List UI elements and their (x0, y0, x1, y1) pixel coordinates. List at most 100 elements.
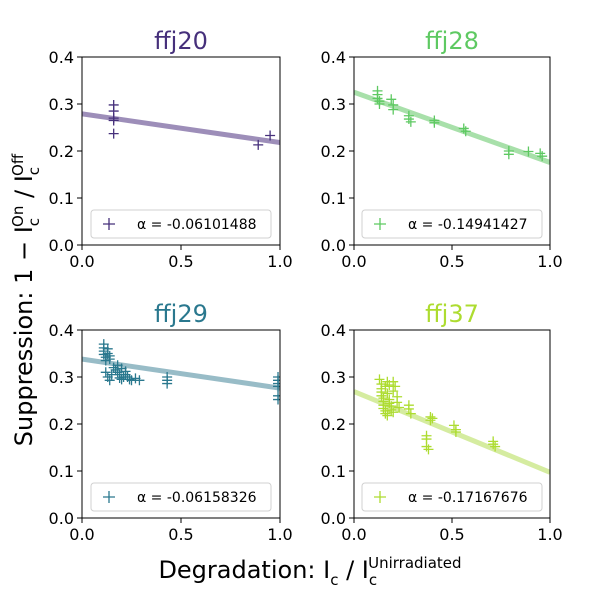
data-point (448, 420, 459, 431)
y-tick-label: 0.3 (321, 95, 346, 114)
data-point (120, 366, 131, 377)
y-tick-label: 0.3 (321, 368, 346, 387)
data-point (380, 408, 391, 419)
data-point (394, 402, 405, 413)
panel-ffj37: ffj37 0.0 0.5 1.0 0.0 0.1 0.2 0.3 0.4 α = -0.1716… (321, 300, 563, 544)
y-tick-label: 0.3 (49, 368, 74, 387)
panel-title: ffj20 (154, 27, 208, 55)
y-axis-label: Suppression: 1 − IcOn / IcOff (9, 153, 43, 446)
fit-line (82, 356, 280, 391)
x-axis-label: Degradation: Ic / IcUnirradiated (158, 554, 461, 589)
data-point (490, 441, 501, 452)
legend-marker (103, 218, 115, 230)
data-point (162, 378, 173, 389)
legend-label: α = -0.06158326 (137, 490, 257, 506)
y-tick-label: 0.0 (49, 509, 74, 528)
panel-title: ffj37 (425, 300, 479, 328)
data-point (265, 130, 276, 141)
data-point (388, 407, 399, 418)
data-point (386, 404, 397, 415)
data-point (376, 390, 387, 401)
x-tick-label: 1.0 (537, 525, 562, 544)
x-tick-label: 1.0 (537, 252, 562, 271)
data-point (503, 149, 514, 160)
y-tick-label: 0.4 (321, 48, 346, 67)
data-point (253, 139, 264, 150)
y-tick-label: 0.0 (321, 236, 346, 255)
data-point (382, 388, 393, 399)
data-point (378, 403, 389, 414)
data-point (374, 374, 385, 385)
legend-marker (374, 491, 386, 503)
data-point (405, 408, 416, 419)
legend: α = -0.17167676 (361, 482, 543, 512)
data-point (488, 439, 499, 450)
data-point (104, 354, 115, 365)
legend-marker (103, 491, 115, 503)
legend: α = -0.14941427 (361, 209, 543, 239)
data-point (134, 375, 145, 386)
y-tick-label: 0.3 (49, 95, 74, 114)
legend: α = -0.06101488 (90, 209, 272, 239)
plot-frame (81, 329, 281, 519)
y-tick-label: 0.4 (321, 321, 346, 340)
data-point (421, 441, 432, 452)
panel-title: ffj29 (154, 300, 208, 328)
x-tick-label: 0.5 (168, 525, 193, 544)
data-point (273, 381, 280, 392)
x-tick-label: 0.0 (341, 525, 366, 544)
data-point (403, 403, 414, 414)
data-point (450, 426, 461, 437)
x-tick-label: 0.5 (168, 252, 193, 271)
y-tick-label: 0.2 (321, 142, 346, 161)
y-tick-label: 0.2 (49, 415, 74, 434)
data-point (108, 115, 119, 126)
data-point (523, 146, 534, 157)
legend: α = -0.06158326 (90, 482, 272, 512)
data-point (108, 128, 119, 139)
panel-title: ffj28 (425, 27, 479, 55)
fit-line (354, 89, 550, 165)
data-point (388, 376, 399, 387)
legend-box (361, 482, 543, 512)
x-tick-label: 0.5 (439, 252, 464, 271)
panel-ffj20: ffj20 0.0 0.5 1.0 0.0 0.1 0.2 0.3 0.4 α = -0.0610… (49, 27, 293, 271)
y-tick-label: 0.0 (49, 236, 74, 255)
data-point (388, 104, 399, 115)
y-tick-label: 0.1 (321, 462, 346, 481)
panel-ffj29: ffj29 0.0 0.5 1.0 0.0 0.1 0.2 0.3 0.4 α = -0.0615… (49, 300, 293, 544)
x-tick-label: 0.0 (341, 252, 366, 271)
data-point (537, 151, 548, 162)
data-point (104, 375, 115, 386)
data-point (427, 413, 438, 424)
data-point (124, 374, 135, 385)
data-point (374, 99, 385, 109)
y-tick-label: 0.1 (321, 189, 346, 208)
data-point (386, 94, 397, 105)
data-point (388, 386, 399, 397)
data-points (374, 374, 501, 455)
data-point (382, 410, 393, 421)
x-tick-label: 0.0 (69, 252, 94, 271)
data-point (425, 415, 436, 426)
data-point (460, 126, 471, 137)
legend-label: α = -0.17167676 (408, 490, 528, 506)
data-point (423, 444, 434, 455)
y-tick-label: 0.2 (321, 415, 346, 434)
x-tick-label: 0.5 (439, 525, 464, 544)
y-tick-label: 0.1 (49, 462, 74, 481)
legend-label: α = -0.06101488 (137, 217, 257, 233)
y-tick-label: 0.4 (49, 48, 74, 67)
data-points (108, 99, 276, 150)
data-point (100, 367, 111, 378)
data-point (273, 394, 280, 405)
data-points (372, 85, 548, 162)
legend-box (361, 209, 543, 239)
legend-box (90, 209, 272, 239)
plot-frame (81, 56, 281, 246)
y-tick-label: 0.4 (49, 321, 74, 340)
x-tick-label: 1.0 (267, 525, 292, 544)
legend-label: α = -0.14941427 (408, 217, 528, 233)
y-tick-label: 0.2 (49, 142, 74, 161)
